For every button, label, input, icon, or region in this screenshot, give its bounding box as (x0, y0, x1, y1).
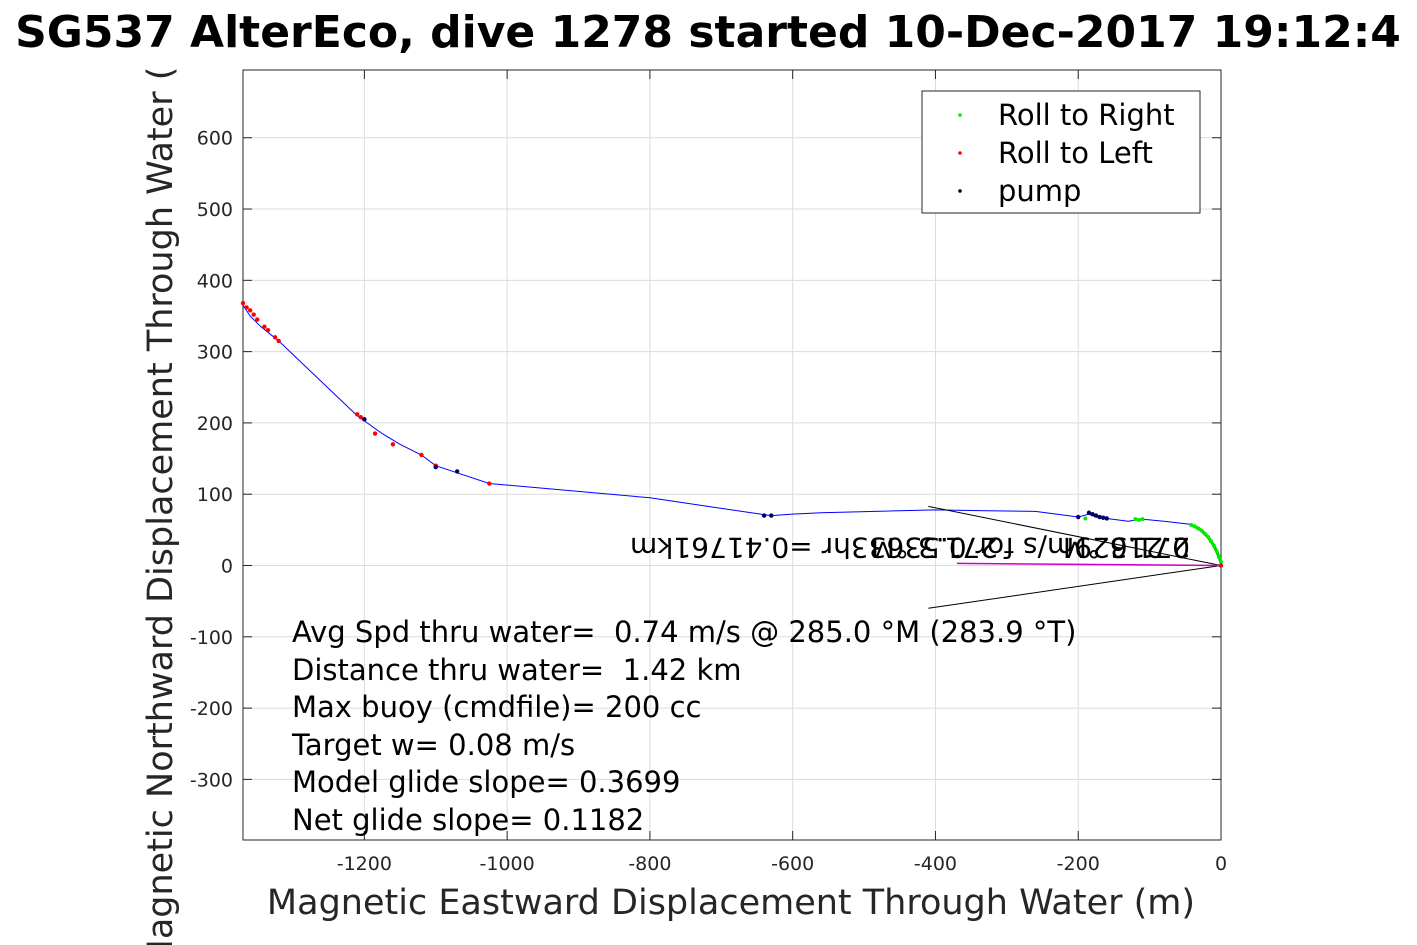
legend-marker-roll-left (958, 151, 962, 155)
track-line (242, 305, 1222, 566)
series (240, 300, 1224, 568)
roll-left-point (262, 324, 267, 329)
roll-left-point (487, 481, 492, 486)
y-tick-label: 100 (197, 484, 233, 506)
roll-left-point (276, 338, 281, 344)
x-tick-label: -400 (914, 853, 957, 875)
pump-point (362, 417, 367, 422)
legend-box (921, 90, 1201, 214)
x-tick-label: -600 (771, 853, 814, 875)
magenta-line (956, 562, 1222, 567)
plot-frame (242, 69, 1222, 841)
heading-line (928, 565, 1222, 609)
x-tick-label: 0 (1215, 853, 1227, 875)
y-tick-label: -100 (190, 627, 233, 649)
roll-right-point (1214, 549, 1219, 554)
annotations: 0.21629m/s for 0.53633hr =0.41761km271.3… (630, 505, 1222, 609)
stat-max-buoy: Max buoy (cmdfile)= 200 cc (292, 690, 701, 724)
roll-left-point (244, 305, 249, 310)
stat-target-w: Target w= 0.08 m/s (291, 728, 575, 762)
roll-left-point (272, 335, 278, 340)
roll-left-point (265, 328, 271, 333)
x-tick-label: -200 (1057, 853, 1100, 875)
pump-point (1097, 514, 1102, 520)
mirrored-heading-text-2: 271.3 °M (871, 531, 998, 564)
roll-right-point (1133, 517, 1138, 522)
pump-point (1086, 510, 1092, 515)
roll-left-point (247, 308, 253, 313)
legend-marker-pump (958, 189, 962, 193)
stats-block: Avg Spd thru water= 0.74 m/s @ 285.0 °M … (291, 615, 1076, 837)
stat-model-glide: Model glide slope= 0.3699 (292, 765, 680, 799)
roll-right-point (1211, 543, 1216, 548)
y-tick-label: -200 (190, 698, 233, 720)
roll-left-point (251, 312, 256, 317)
pump-point (1104, 516, 1109, 521)
heading-line (928, 505, 1222, 566)
stat-avg-speed: Avg Spd thru water= 0.74 m/s @ 285.0 °M … (292, 615, 1076, 649)
roll-right-point (1199, 528, 1204, 533)
pump-point (761, 513, 767, 518)
legend-label-roll-right: Roll to Right (998, 98, 1175, 132)
roll-right-point (1083, 516, 1088, 521)
y-axis-label: Magnetic Northward Displacement Through … (141, 67, 181, 945)
pump-point (1101, 515, 1106, 520)
roll-right-point (1196, 526, 1201, 531)
roll-left-point (358, 415, 363, 420)
legend-label-roll-left: Roll to Left (998, 136, 1153, 170)
legend: Roll to Right Roll to Left pump (921, 90, 1201, 214)
y-tick-label: 400 (197, 270, 233, 292)
roll-right-point (1189, 522, 1194, 527)
chart-title: SG537 AlterEco, dive 1278 started 10-Dec… (15, 7, 1401, 58)
stat-distance: Distance thru water= 1.42 km (292, 653, 742, 687)
roll-right-point (1140, 517, 1145, 522)
pump-point (1090, 511, 1095, 517)
x-tick-label: -1200 (337, 853, 392, 875)
roll-left-point (240, 300, 246, 306)
pump-point (454, 469, 460, 474)
y-tick-label: 200 (197, 413, 233, 435)
legend-label-pump: pump (998, 174, 1081, 208)
roll-right-point (1209, 539, 1214, 544)
roll-left-point (372, 431, 378, 436)
roll-right-point (1219, 559, 1223, 564)
pump-point (1093, 513, 1099, 518)
x-tick-label: -1000 (480, 853, 535, 875)
roll-right-point (1216, 554, 1221, 559)
roll-left-point (419, 452, 424, 458)
roll-right-point (1192, 524, 1197, 529)
roll-left-point (255, 317, 260, 322)
roll-right-point (1206, 534, 1211, 539)
mirrored-heading-text: 271.3 °M (1063, 531, 1190, 564)
stat-net-glide: Net glide slope= 0.1182 (292, 803, 644, 837)
roll-left-point (390, 442, 396, 447)
roll-right-point (1136, 517, 1141, 522)
x-tick-label: -800 (628, 853, 671, 875)
roll-right-point (1203, 532, 1208, 537)
y-tick-label: -300 (190, 769, 233, 791)
y-tick-label: 500 (197, 199, 233, 221)
y-tick-label: 300 (197, 342, 233, 364)
pump-point (1076, 514, 1081, 520)
roll-left-point (355, 412, 360, 417)
y-tick-label: 0 (221, 556, 233, 578)
x-axis-label: Magnetic Eastward Displacement Through W… (267, 883, 1195, 923)
pump-point (433, 464, 438, 470)
roll-right-curve (1190, 523, 1223, 563)
legend-marker-roll-right (958, 113, 962, 117)
pump-point (769, 513, 774, 518)
axis-ticks: -1200 -1000 -800 -600 -400 -200 0-300-200-1000… (190, 70, 1227, 875)
y-tick-label: 600 (197, 128, 233, 150)
mirrored-speed-text: 0.21629m/s for 0.53633hr =0.41761km (630, 531, 1190, 564)
